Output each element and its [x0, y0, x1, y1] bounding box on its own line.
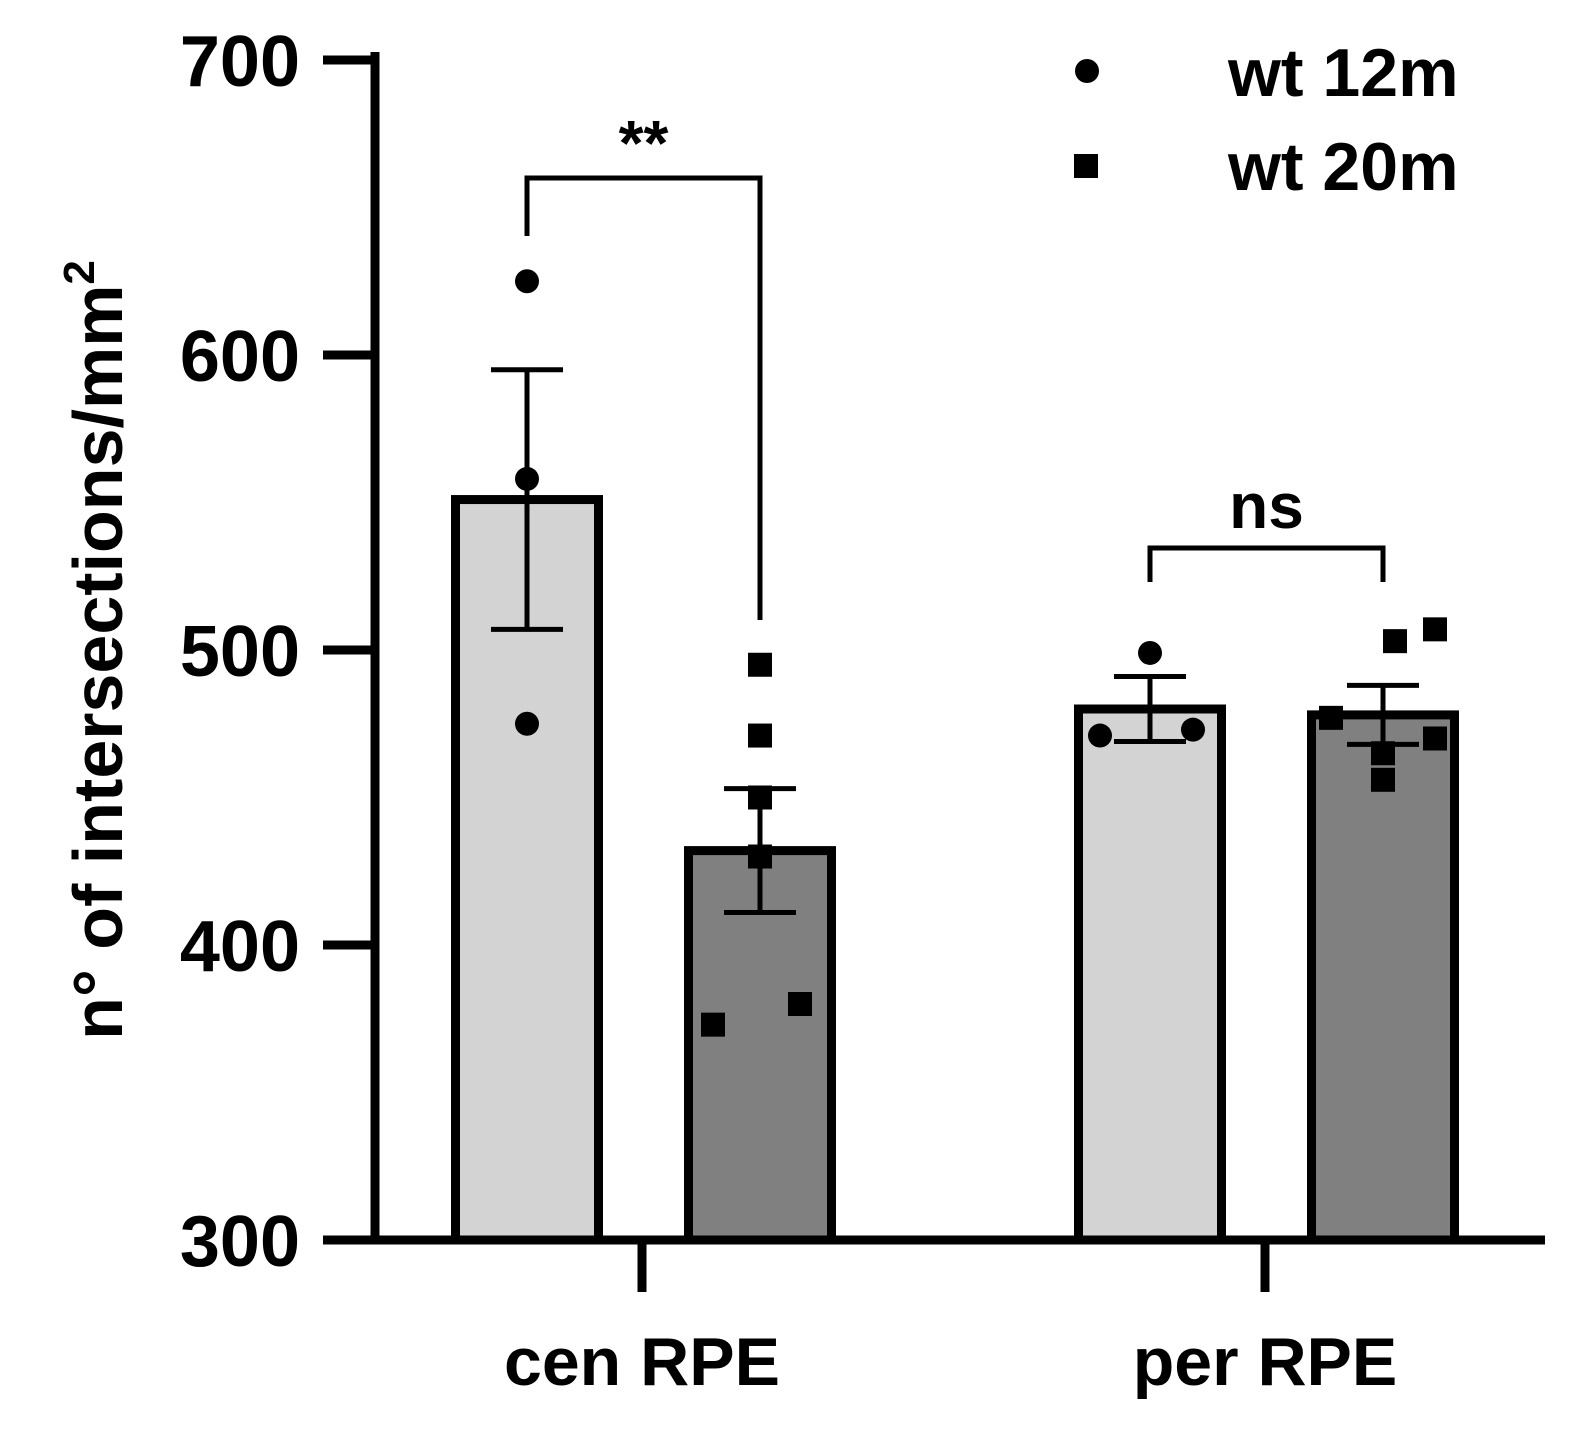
bars-layer [451, 495, 1459, 1245]
significance-label: ns [1229, 470, 1304, 542]
y-tick-label: 300 [180, 1202, 300, 1282]
axes-layer: 300 400 500 600 700 cen RPE per RPE [180, 22, 1545, 1400]
data-point-wt-20m [701, 1012, 725, 1037]
x-tick-label: per RPE [1133, 1324, 1398, 1400]
significance-layer: ** ns [524, 107, 1386, 620]
data-point-wt-20m [788, 992, 812, 1016]
data-points-layer [515, 269, 1447, 1037]
data-point-wt-12m [1181, 717, 1205, 742]
y-tick-label: 500 [180, 612, 300, 692]
y-axis-title-text: n° of intersections/mm [59, 285, 137, 1040]
data-point-wt-20m [1371, 767, 1395, 792]
legend-marker-wt-20m [1074, 154, 1098, 178]
data-point-wt-20m [1383, 629, 1407, 654]
bar-wt-20m-per-RPE [1307, 710, 1459, 1245]
data-point-wt-12m [1138, 640, 1162, 665]
data-point-wt-12m [1088, 723, 1112, 748]
y-tick-label: 400 [180, 907, 300, 987]
data-point-wt-20m [1423, 726, 1447, 751]
legend-label-wt-12m: wt 12m [1227, 35, 1459, 111]
significance-bracket [524, 175, 763, 620]
legend: wt 12m wt 20m [1074, 35, 1459, 205]
data-point-wt-20m [1319, 705, 1343, 730]
data-point-wt-20m [1423, 617, 1447, 642]
y-axis-title: n° of intersections/mm2 [55, 260, 137, 1040]
y-axis-title-superscript: 2 [55, 260, 104, 284]
data-point-wt-12m [515, 466, 539, 491]
y-tick-label: 700 [180, 22, 300, 102]
y-tick-label: 600 [180, 317, 300, 397]
data-point-wt-20m [1371, 741, 1395, 766]
data-point-wt-12m [515, 269, 539, 294]
svg-text:n° of intersections/mm2: n° of intersections/mm2 [55, 260, 137, 1040]
data-point-wt-12m [515, 711, 539, 736]
significance-bracket [1147, 545, 1386, 582]
x-tick-label: cen RPE [504, 1324, 780, 1400]
data-point-wt-20m [748, 652, 772, 677]
significance-label: ** [619, 107, 669, 179]
data-point-wt-20m [748, 844, 772, 869]
error-bars-layer [491, 367, 1419, 916]
legend-marker-wt-12m [1075, 59, 1099, 83]
data-point-wt-20m [748, 785, 772, 810]
bar-wt-12m-per-RPE [1074, 704, 1226, 1245]
legend-label-wt-20m: wt 20m [1227, 129, 1459, 205]
data-point-wt-20m [748, 723, 772, 748]
